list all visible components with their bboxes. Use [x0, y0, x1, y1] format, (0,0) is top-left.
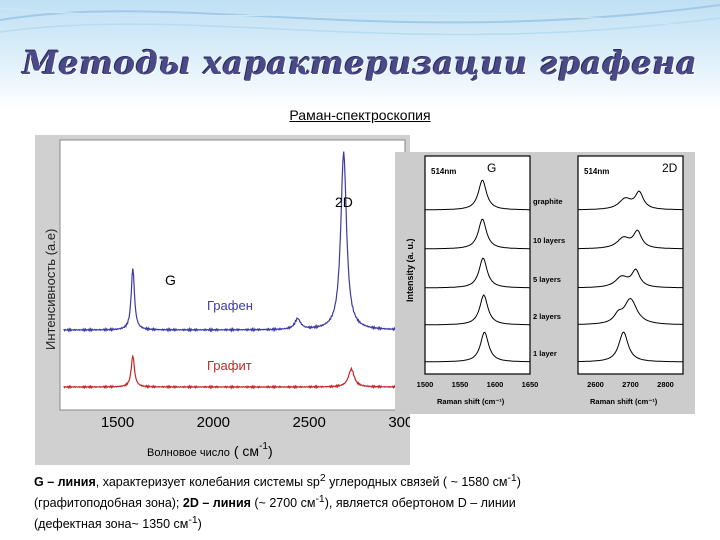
decorative-swirl: [0, 4, 720, 36]
g-spectrum-line: [425, 331, 531, 363]
x-tick-label: 2500: [292, 414, 325, 431]
raman-chart-svg: Интенсивность (a.e) 1500200025003000 2D …: [43, 139, 422, 459]
caption-fragment: (графитоподобная зона);: [34, 496, 183, 511]
peak-label-2d: 2D: [335, 194, 353, 210]
layer-label: 1 layer: [533, 349, 557, 358]
g-line-term: G – линия: [34, 475, 96, 490]
layer-label: 10 layers: [533, 236, 565, 245]
g-panel-frame: [424, 155, 531, 375]
caption-superscript: -1: [507, 473, 517, 484]
caption-fragment: ): [516, 475, 521, 490]
2d-panel-laser: 514nm: [584, 167, 609, 176]
series-line-graphene: [63, 151, 396, 333]
2d-spectrum-line: [577, 331, 683, 363]
caption-fragment: (дефектная зона~ 1350 см: [34, 517, 189, 532]
caption-fragment: (~ 2700 см: [250, 496, 316, 511]
g-panel-laser: 514nm: [431, 167, 456, 176]
2d-panel-tick-labels: 2600 2700 2800: [587, 380, 674, 389]
x-tick-label: 2700: [622, 380, 639, 389]
x-tick-label: 2800: [657, 380, 674, 389]
x-axis-label: Волновое число( см-1): [147, 441, 273, 459]
2d-panel-frame: [577, 155, 684, 375]
caption-line-2: (графитоподобная зона); 2D – линия (~ 27…: [34, 491, 704, 512]
x-tick-label: 1600: [487, 380, 504, 389]
2d-panel-curves: [577, 190, 684, 363]
page-subtitle: Раман-спектроскопия: [289, 107, 431, 123]
g-panel-tick-labels: 1500 1550 1600 1650: [417, 380, 539, 389]
caption-line-3: (дефектная зона~ 1350 см-1): [34, 512, 704, 533]
caption-fragment: углеродных связей ( ~ 1580 см: [325, 475, 508, 490]
x-tick-label: 1650: [522, 380, 539, 389]
caption-fragment: ), является обертоном D – линии: [324, 496, 516, 511]
series-label-graphene: Графен: [207, 298, 253, 313]
y-axis-label-right: Intensity (a. u.): [405, 238, 415, 302]
caption-superscript: -1: [188, 515, 198, 527]
layer-label: graphite: [533, 197, 563, 206]
caption-superscript: 2: [319, 473, 326, 484]
y-axis-label: Интенсивность (a.e): [43, 229, 58, 350]
layer-label: 2 layers: [533, 312, 561, 321]
g-panel-xlabel: Raman shift (cm⁻¹): [437, 397, 505, 406]
2d-panel-xlabel: Raman shift (cm⁻¹): [590, 397, 658, 406]
x-tick-label: 3000: [388, 414, 410, 431]
x-tick-label: 2000: [197, 414, 230, 431]
right-chart-panel: Intensity (a. u.) 514nm G 1500 1550 1600 16…: [395, 152, 695, 414]
layer-labels: graphite 10 layers 5 layers 2 layers 1 layer: [533, 197, 565, 358]
g-spectrum-line: [425, 218, 530, 250]
series-line-graphite: [63, 354, 396, 390]
2d-spectrum-line: [577, 268, 684, 289]
caption-fragment: , характеризует колебания системы sp: [95, 475, 320, 490]
caption-superscript: -1: [315, 494, 325, 506]
peak-label-g: G: [165, 272, 176, 288]
left-chart-panel: Интенсивность (a.e) 1500200025003000 2D …: [35, 135, 422, 465]
g-spectrum-line: [425, 294, 530, 326]
x-tick-label: 1550: [452, 380, 469, 389]
2d-panel-peak: 2D: [662, 161, 678, 175]
x-tick-label: 1500: [417, 380, 434, 389]
g-spectrum-line: [425, 179, 530, 211]
layer-label: 5 layers: [533, 275, 561, 284]
2d-spectrum-line: [578, 190, 683, 211]
g-spectrum-line: [425, 257, 530, 289]
series-label-graphite: Графит: [207, 358, 252, 373]
caption-line-1: G – линия, характеризует колебания систе…: [34, 470, 704, 491]
2d-spectrum-line: [577, 297, 683, 325]
g-panel-curves: [425, 179, 531, 363]
2d-spectrum-line: [578, 229, 683, 250]
page-title: Методы характеризации графена: [22, 44, 698, 82]
x-tick-label: 2600: [587, 380, 604, 389]
2d-line-term: 2D – линия: [182, 496, 251, 511]
x-tick-labels: 1500 2000 2500 3000: [101, 414, 422, 431]
x-tick-label: 1500: [101, 414, 134, 431]
caption-fragment: ): [197, 517, 202, 532]
caption-text: G – линия, характеризует колебания систе…: [34, 470, 704, 533]
layers-chart-svg: Intensity (a. u.) 514nm G 1500 1550 1600 16…: [405, 155, 684, 406]
plot-area: [59, 139, 406, 411]
g-panel-peak: G: [487, 161, 496, 175]
